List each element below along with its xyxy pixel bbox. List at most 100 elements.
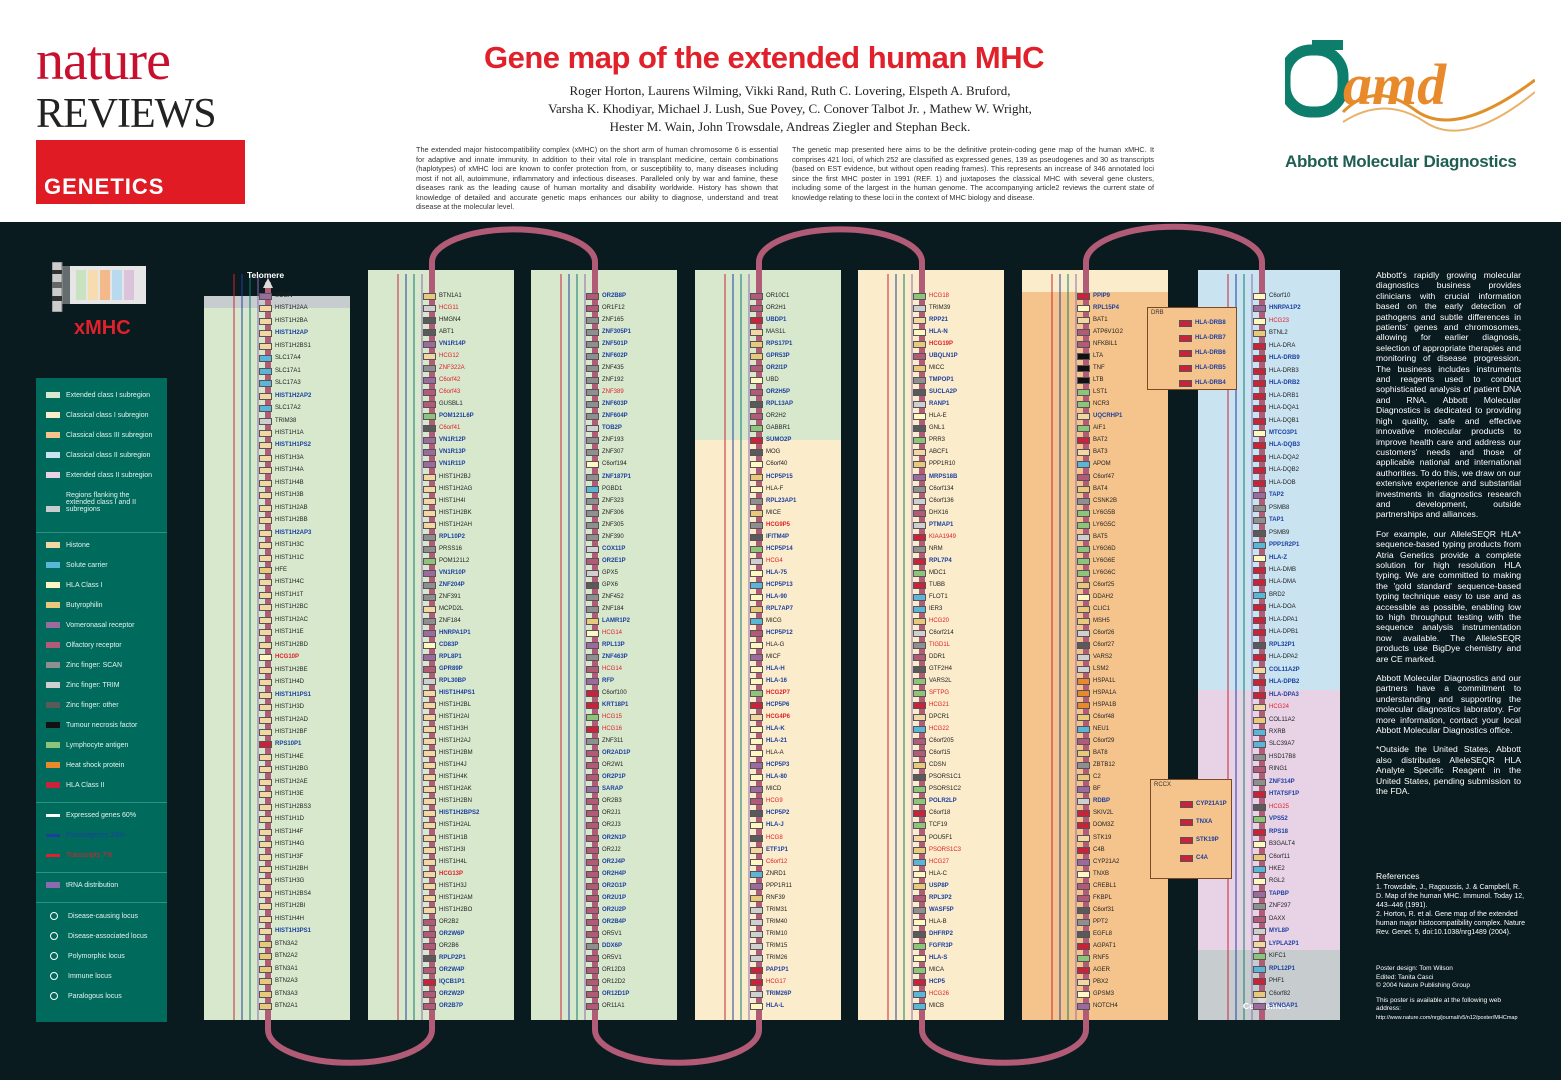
author-line: Roger Horton, Laurens Wilming, Vikki Ran… xyxy=(569,83,1011,98)
gene-box xyxy=(586,966,599,974)
gene-box xyxy=(750,581,763,589)
gene-name: OR2W1 xyxy=(602,762,624,769)
gene-locus: C6orf29 xyxy=(1077,737,1114,746)
gene-locus: HLA-H xyxy=(750,665,785,674)
gene-name: OR2B3 xyxy=(602,798,622,805)
gene-box xyxy=(913,509,926,517)
gene-name: GPX6 xyxy=(602,581,619,588)
gene-locus: HFE xyxy=(259,566,287,575)
gene-locus: ZNF187P1 xyxy=(586,473,631,482)
gene-box xyxy=(1179,335,1192,342)
gene-box xyxy=(423,870,436,878)
gene-locus: PHF1 xyxy=(1253,977,1284,986)
gene-box xyxy=(423,545,436,553)
gene-box xyxy=(586,990,599,998)
legend-swatch xyxy=(46,722,60,729)
gene-box xyxy=(1077,822,1090,830)
gene-box xyxy=(586,377,599,385)
gene-box xyxy=(1253,504,1266,512)
gene-box xyxy=(750,533,763,541)
nature-wordmark[interactable]: nature xyxy=(36,30,171,92)
gene-locus: OR10C1 xyxy=(750,292,789,301)
legend-item: Transcripts 7% xyxy=(46,852,112,859)
gene-name: HIST1H2BA xyxy=(275,317,308,324)
gene-box xyxy=(259,679,272,687)
gene-box xyxy=(423,485,436,493)
gene-locus: HLA-DPB2 xyxy=(1253,678,1299,687)
gene-locus: HIST1H2BS4 xyxy=(259,890,311,899)
gene-name: HIST1H4F xyxy=(275,828,304,835)
intro-left-text: The extended major histocompatibility co… xyxy=(416,145,778,211)
poster-url[interactable]: http://www.nature.com/nrg/journal/v5/n12… xyxy=(1376,1014,1518,1021)
gene-name: C6orf48 xyxy=(1093,714,1115,721)
gene-name: RPL8P1 xyxy=(439,654,462,661)
gene-box xyxy=(586,822,599,830)
gene-box xyxy=(1253,293,1266,300)
gene-box xyxy=(750,930,763,938)
gene-name: C6orf43 xyxy=(439,389,461,396)
gene-locus: HLA-DRB3 xyxy=(1253,367,1299,376)
gene-locus: HLA-E xyxy=(913,412,947,421)
gene-box xyxy=(586,678,599,686)
gene-locus: HCG17 xyxy=(750,978,786,987)
gene-locus: HLA-16 xyxy=(750,677,787,686)
legend-divider xyxy=(36,902,167,903)
gene-locus: HIST1H4C xyxy=(259,578,304,587)
gene-name: KIAA1949 xyxy=(929,533,957,540)
gene-locus: MICB xyxy=(913,1002,944,1011)
gene-name: HCG19P xyxy=(929,341,954,348)
gene-box xyxy=(1253,915,1266,923)
gene-name: HIST1H2AP2 xyxy=(275,392,312,399)
gene-locus: HIST1H1T xyxy=(259,591,303,600)
gene-name: HLA-21 xyxy=(766,738,788,745)
gene-box xyxy=(586,858,599,866)
legend-panel: Extended class I subregion Classical clas… xyxy=(36,378,167,1022)
inset-gene: STK19P xyxy=(1180,836,1219,845)
gene-box xyxy=(423,750,436,758)
gene-box xyxy=(423,714,436,722)
gene-name: HIST1H3E xyxy=(275,791,304,798)
legend-swatch xyxy=(46,782,60,789)
gene-box xyxy=(1077,317,1090,325)
gene-name: BAT1 xyxy=(1093,317,1108,324)
gene-locus: HSPA1A xyxy=(1077,689,1116,698)
gene-box xyxy=(913,437,926,445)
gene-name: HIST1H2AH xyxy=(439,521,473,528)
gene-name: IQCB1P1 xyxy=(439,978,465,985)
gene-name: CD83P xyxy=(439,641,459,648)
gene-locus: HNRPA1P1 xyxy=(423,629,471,638)
gene-name: OR5V1 xyxy=(602,954,622,961)
gene-box xyxy=(423,617,436,625)
gene-locus: C6orf18 xyxy=(913,809,950,818)
legend-label: Vomeronasal receptor xyxy=(66,622,135,629)
gene-box xyxy=(750,858,763,866)
gene-name: SUCLA2P xyxy=(929,389,958,396)
gene-box xyxy=(750,413,763,421)
gene-locus: VN1R13P xyxy=(423,448,466,457)
gene-locus: RPL7AP7 xyxy=(750,605,793,614)
gene-box xyxy=(1077,497,1090,505)
gene-name: HCG4P6 xyxy=(766,714,791,721)
gene-locus: HIST1H2AP xyxy=(259,329,308,338)
amd-logo[interactable]: amd xyxy=(1285,40,1535,140)
gene-locus: C6orf41 xyxy=(423,424,460,433)
gene-locus: HIST1H2BO xyxy=(423,906,472,915)
gene-box xyxy=(1077,726,1090,734)
legend-item: Pseudogenes 33% xyxy=(46,832,125,839)
gene-locus: ZNF165 xyxy=(586,316,624,325)
gene-box xyxy=(1253,405,1266,413)
gene-name: HLA-DRB6 xyxy=(1195,350,1226,356)
gene-box xyxy=(423,774,436,782)
gene-locus: HLA-75 xyxy=(750,569,787,578)
gene-locus: TAP2 xyxy=(1253,491,1284,500)
telomere-arrow xyxy=(263,278,273,288)
gene-name: ETF1P1 xyxy=(766,846,789,853)
gene-box xyxy=(259,604,272,612)
gene-box xyxy=(913,666,926,674)
gene-name: OR2J1 xyxy=(602,810,621,817)
gene-name: C6orf40 xyxy=(766,461,788,468)
gene-box xyxy=(423,822,436,830)
gene-box xyxy=(750,485,763,493)
gene-box xyxy=(1077,702,1090,710)
gene-box xyxy=(1253,591,1266,599)
